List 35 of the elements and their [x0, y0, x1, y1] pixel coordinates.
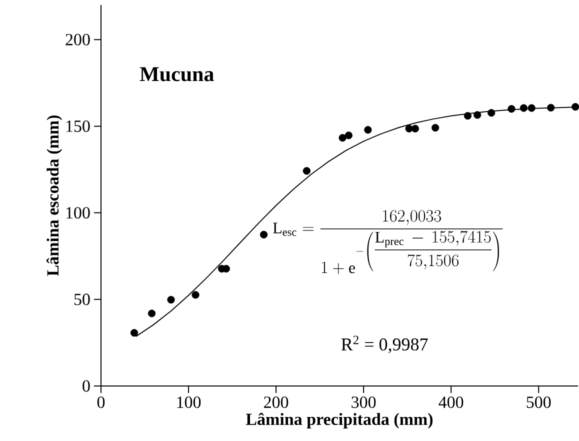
x-tick-label: 500	[526, 396, 551, 408]
y-tick-label: 200	[66, 34, 90, 46]
point	[464, 112, 472, 120]
y-tick-label: 100	[66, 207, 90, 219]
point	[192, 291, 200, 299]
point	[364, 126, 372, 134]
annotation: $\mathrm{L_{esc}} = \frac{162{,}0033}{1+\mathrm{e}^{-\left(\dfrac{\mathrm{L_{prec}}\,-\,155{,}7415}{75{,}1506}\right)}}$	[273, 210, 503, 274]
point	[148, 310, 156, 318]
y-tick-label: 0	[82, 380, 90, 392]
text: Mucuna	[140, 67, 214, 82]
point	[344, 132, 352, 140]
x-tick-label: 300	[352, 396, 376, 408]
point	[474, 111, 482, 119]
point	[405, 124, 413, 132]
annotation: R$^{2}$ = 0,9987	[341, 336, 428, 354]
x-tick-label: 400	[438, 396, 464, 408]
y-axis-title: Lâmina escoada (mm)	[46, 116, 62, 276]
x-tick-label: 100	[177, 396, 201, 408]
y-tick-label: 150	[66, 120, 90, 132]
point	[302, 167, 310, 175]
point	[488, 109, 496, 117]
point	[528, 104, 536, 112]
x-axis-title: Lâmina precipitada (mm)	[246, 412, 433, 428]
point	[167, 296, 175, 304]
point	[520, 104, 528, 112]
point	[432, 124, 440, 132]
x-tick-label: 0	[97, 396, 105, 408]
point	[547, 104, 555, 112]
point	[130, 329, 138, 337]
point	[260, 230, 268, 238]
x-tick-label: 200	[264, 396, 288, 408]
y-tick-label: 50	[74, 294, 90, 306]
point	[338, 134, 346, 142]
point	[508, 105, 516, 113]
point	[411, 124, 420, 132]
